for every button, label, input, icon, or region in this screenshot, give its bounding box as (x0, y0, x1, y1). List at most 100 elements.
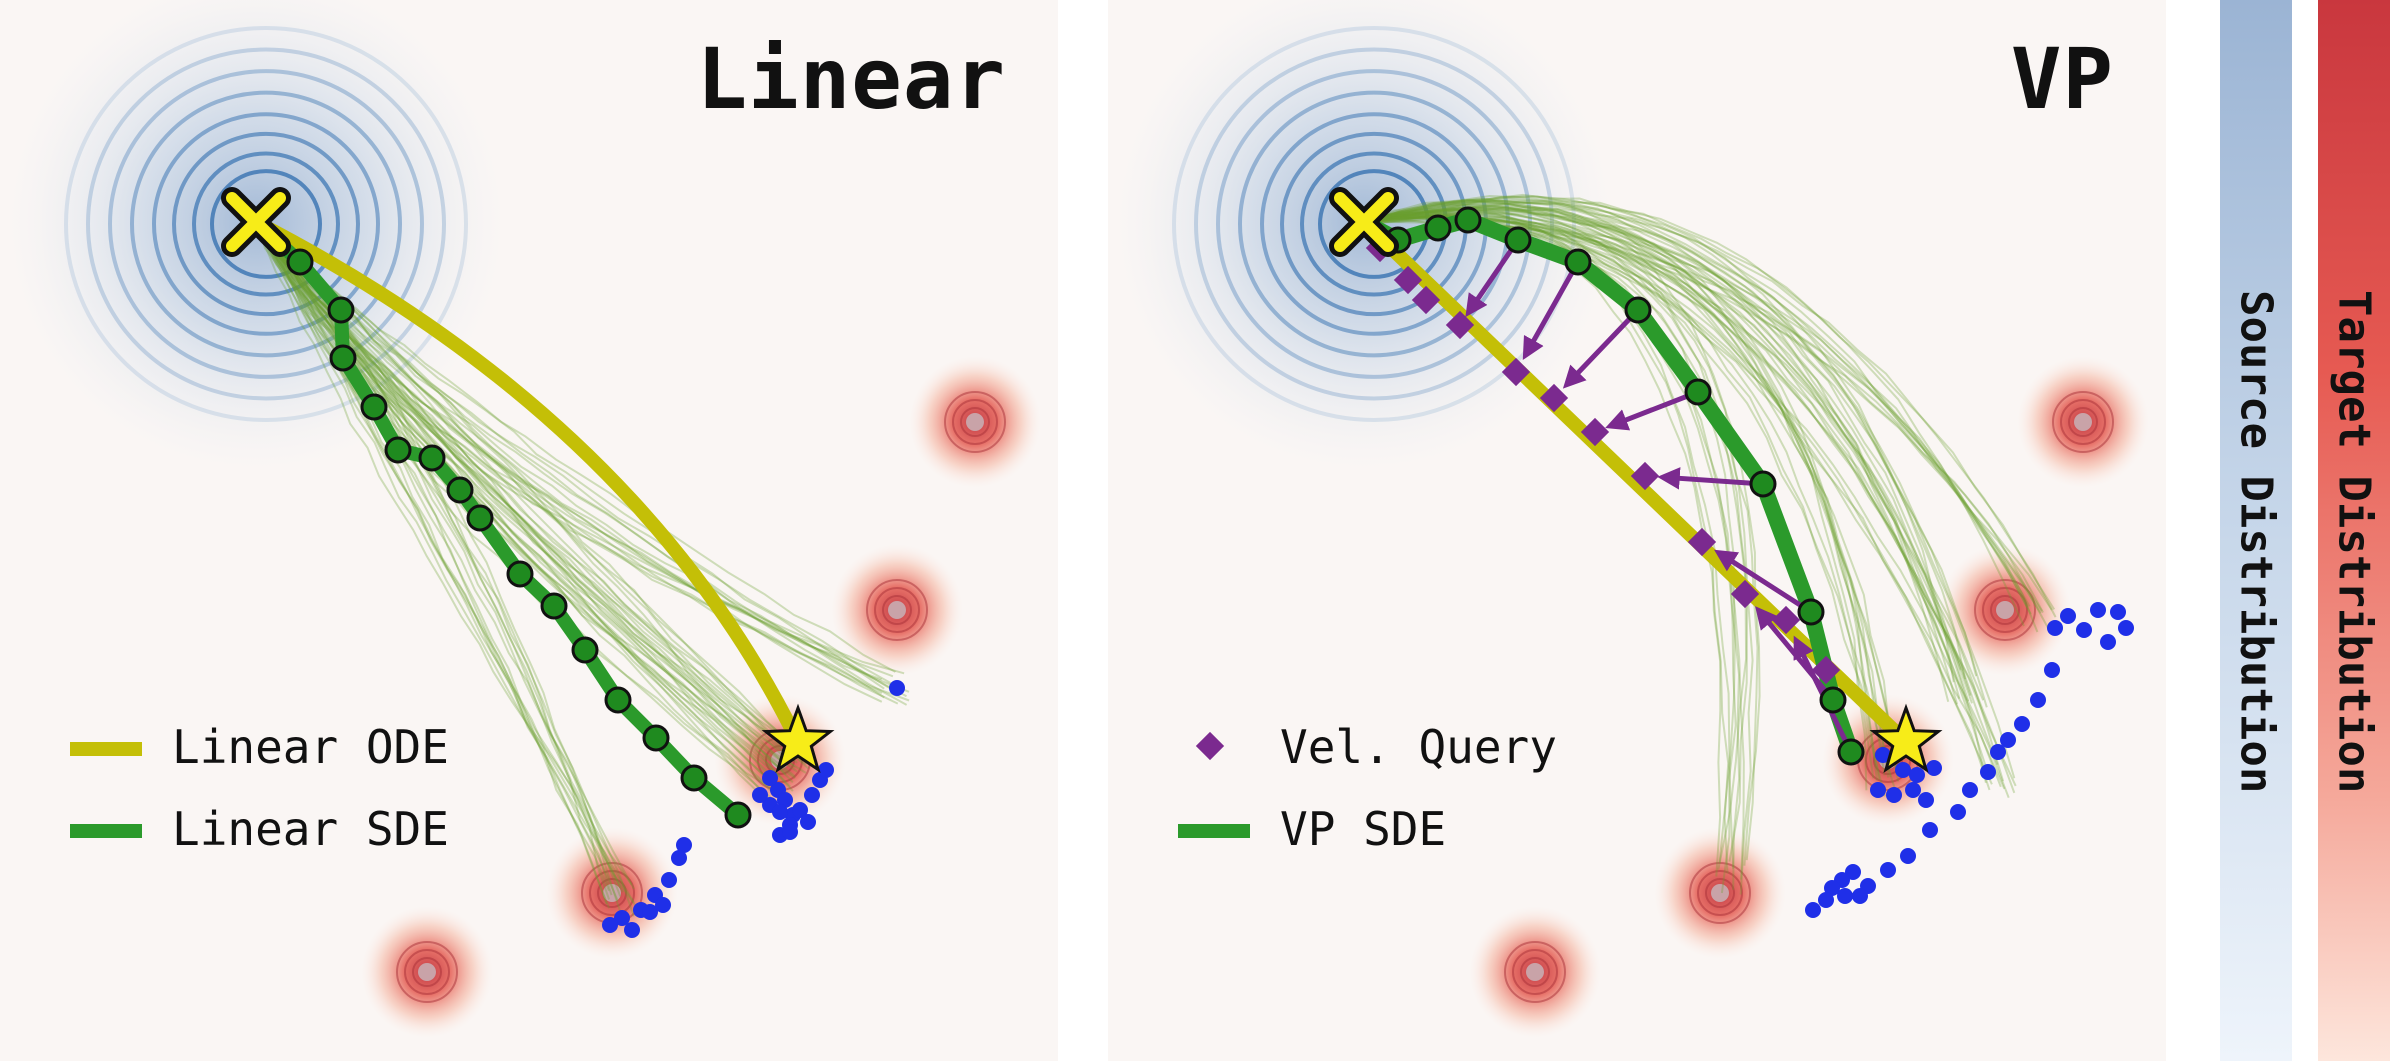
sde-step-marker (1837, 738, 1865, 766)
target-contour (944, 391, 1006, 453)
sde-step-marker (466, 504, 494, 532)
sde-step-marker (604, 686, 632, 714)
sample-point (671, 850, 687, 866)
velocity-arrow (1465, 238, 1521, 318)
sde-sample-path (257, 220, 785, 753)
sde-sample-path (257, 221, 635, 890)
sde-step-marker (286, 248, 314, 276)
vp-panel: VP Vel. Query VP SDE (1108, 0, 2166, 1061)
sde-sample-path (255, 220, 769, 803)
start-x-marker (226, 192, 286, 252)
target-contour (597, 878, 627, 908)
sde-sample-path (1365, 213, 1759, 861)
sde-sample-path (1361, 200, 1749, 862)
target-mode-center (1711, 884, 1729, 902)
sde-sample-path (252, 219, 894, 678)
sde-sample-path (1365, 199, 2006, 790)
target-mode-center (966, 413, 984, 431)
sde-sample-path (1364, 195, 2025, 627)
sde-sample-path (1364, 194, 2028, 608)
legend-swatch-sde (70, 824, 142, 838)
source-contour (130, 90, 402, 358)
source-contour (86, 47, 446, 401)
sde-sample-path (1361, 214, 1736, 863)
velocity-query-marker (1580, 417, 1610, 447)
sde-sample-path (1362, 208, 1892, 778)
sde-sample-path (256, 223, 905, 675)
sde-sample-path (1361, 202, 1970, 702)
legend-swatch-sde (1178, 824, 1250, 838)
sde-step-marker (1624, 296, 1652, 324)
end-star-marker (1869, 703, 1943, 774)
legend-swatch-ode (70, 742, 142, 756)
sde-sample-path (1362, 215, 2042, 614)
end-star-marker (761, 703, 835, 774)
velocity-query-marker (1630, 461, 1660, 491)
sde-sample-path (1361, 212, 1898, 774)
sde-sample-path (1364, 207, 1735, 869)
sample-point (1980, 764, 1996, 780)
sample-point (624, 922, 640, 938)
sde-sample-path (1361, 199, 1950, 702)
sde-step-marker (1454, 206, 1482, 234)
velocity-arrow (1714, 549, 1813, 615)
velocity-query-marker (1811, 655, 1841, 685)
sample-point (1875, 747, 1891, 763)
source-contour (1238, 90, 1510, 358)
sde-step-marker (1749, 470, 1777, 498)
sde-sample-path (253, 222, 633, 886)
target-contour (2068, 407, 2098, 437)
sde-sample-path (256, 222, 622, 897)
sample-point (777, 792, 793, 808)
sample-point (2090, 602, 2106, 618)
sde-sample-path (1361, 197, 2031, 607)
sde-sample-path (1362, 202, 1966, 680)
sample-point (782, 824, 798, 840)
sde-sample-path (1363, 199, 1955, 683)
sde-trajectory (251, 216, 743, 821)
sample-point (2100, 634, 2116, 650)
sample-point (1909, 767, 1925, 783)
sample-point (762, 770, 778, 786)
source-contour (192, 151, 340, 297)
sde-sample-path (253, 220, 794, 783)
sde-step-marker (1684, 378, 1712, 406)
target-contour (1512, 949, 1558, 995)
sde-sample-path (1365, 205, 1886, 797)
velocity-arrow (1605, 389, 1699, 431)
sample-point (2110, 604, 2126, 620)
source-colorbar-label: Source Distribution (2230, 290, 2282, 794)
sde-sample-path (254, 221, 883, 681)
sample-point (1990, 744, 2006, 760)
legend-label: Linear ODE (172, 720, 449, 774)
sde-sample-path (256, 219, 792, 788)
sde-sample-path (1362, 214, 1985, 701)
sde-step-marker (724, 801, 752, 829)
panel-title: VP (2010, 30, 2114, 128)
sample-point (661, 872, 677, 888)
sde-sample-path (1361, 204, 2032, 615)
sample-point (1900, 848, 1916, 864)
target-contour (2060, 399, 2106, 445)
sde-sample-path (1366, 215, 1900, 782)
legend-label: Vel. Query (1280, 720, 1557, 774)
target-colorbar-label: Target Distribution (2328, 290, 2380, 794)
target-contour (1974, 579, 2036, 641)
target-colorbar: Target Distribution (2318, 0, 2390, 1061)
sample-point (1852, 888, 1868, 904)
sde-step-marker (329, 344, 357, 372)
source-contour (1172, 26, 1576, 422)
sample-point (818, 762, 834, 778)
velocity-query-marker (1411, 285, 1441, 315)
target-contour (1689, 862, 1751, 924)
sde-sample-path (256, 221, 807, 765)
sample-point (752, 787, 768, 803)
sample-point (2014, 716, 2030, 732)
sample-point (772, 804, 788, 820)
sde-step-marker (384, 436, 412, 464)
sample-point (1950, 804, 1966, 820)
target-contour (2052, 391, 2114, 453)
sde-sample-path (1362, 212, 1761, 866)
sample-point (1805, 902, 1821, 918)
source-contour (108, 69, 424, 379)
